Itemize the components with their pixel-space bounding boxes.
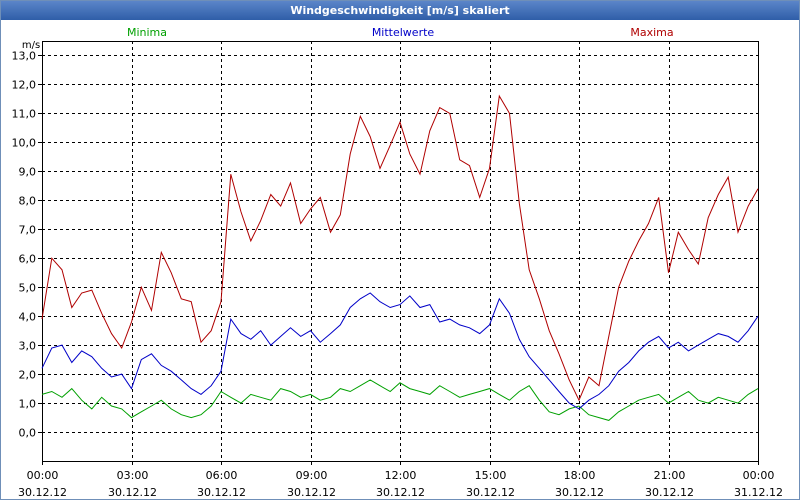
y-tick-label: 3,0 (19, 340, 37, 353)
x-tick-time-label: 18:00 (564, 469, 596, 482)
y-tick-label: 8,0 (19, 195, 37, 208)
y-tick-label: 10,0 (12, 137, 37, 150)
y-tick-label: 5,0 (19, 282, 37, 295)
y-tick-label: 9,0 (19, 166, 37, 179)
x-tick-date-label: 30.12.12 (466, 486, 515, 499)
x-tick-date-label: 30.12.12 (376, 486, 425, 499)
y-tick-label: 4,0 (19, 311, 37, 324)
y-tick-label: 11,0 (12, 108, 37, 121)
x-tick-time-label: 03:00 (117, 469, 149, 482)
series-layer (41, 94, 759, 421)
legend-layer: Minima Mittelwerte Maxima (127, 26, 674, 39)
grid-layer (42, 41, 758, 461)
y-tick-label: 13,0 (12, 50, 37, 63)
x-tick-date-label: 30.12.12 (18, 486, 67, 499)
y-tick-label: 6,0 (19, 253, 37, 266)
y-tick-label: 2,0 (19, 369, 37, 382)
x-tick-time-label: 15:00 (475, 469, 507, 482)
x-tick-time-label: 12:00 (385, 469, 417, 482)
x-tick-date-label: 31.12.12 (734, 486, 783, 499)
x-tick-time-label: 00:00 (743, 469, 775, 482)
y-tick-label: 12,0 (12, 79, 37, 92)
x-tick-date-label: 30.12.12 (555, 486, 604, 499)
x-tick-time-label: 06:00 (206, 469, 238, 482)
y-tick-label: 7,0 (19, 224, 37, 237)
legend-maxima: Maxima (630, 26, 673, 39)
x-tick-time-label: 21:00 (654, 469, 686, 482)
chart-title: Windgeschwindigkeit [m/s] skaliert (1, 1, 799, 20)
y-axis-label: m/s (22, 40, 40, 51)
y-tick-label: 0,0 (19, 427, 37, 440)
axis-layer: 0,0 1,0 2,0 3,0 4,0 5,0 6,0 7,0 8,0 9,0 10,0 11,0 12… (12, 40, 783, 499)
x-tick-date-label: 30.12.12 (108, 486, 157, 499)
x-tick-date-label: 30.12.12 (197, 486, 246, 499)
wind-speed-chart: 0,0 1,0 2,0 3,0 4,0 5,0 6,0 7,0 8,0 9,0 10,0 11,0 12… (12, 26, 783, 499)
y-tick-label: 1,0 (19, 398, 37, 411)
x-tick-time-label: 00:00 (27, 469, 59, 482)
legend-mittelwerte: Mittelwerte (372, 26, 435, 39)
x-tick-date-label: 30.12.12 (287, 486, 336, 499)
x-tick-time-label: 09:00 (296, 469, 328, 482)
x-tick-date-label: 30.12.12 (645, 486, 694, 499)
series-line-maxima (41, 94, 759, 402)
series-line-mittelwerte (41, 292, 759, 410)
legend-minima: Minima (127, 26, 167, 39)
series-line-minima (41, 379, 759, 421)
